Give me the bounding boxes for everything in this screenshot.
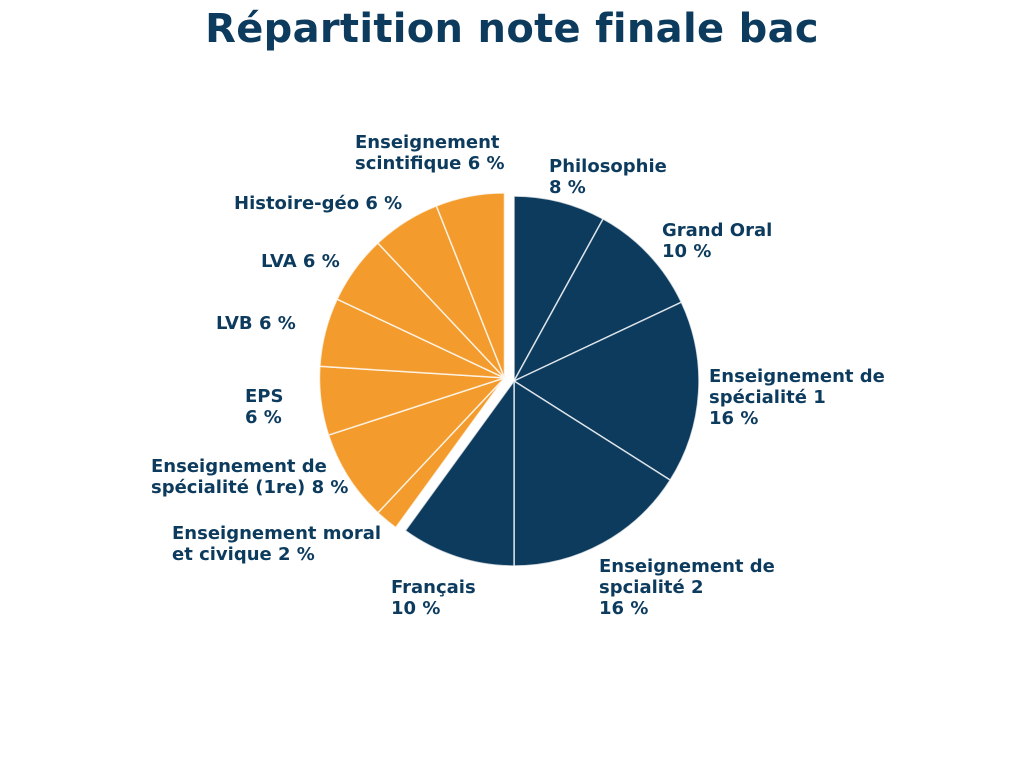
label-lvb: LVB 6 % [216, 313, 296, 334]
label-philosophie: Philosophie 8 % [549, 156, 667, 198]
label-eps: EPS 6 % [245, 386, 284, 428]
chart-title: Répartition note finale bac [205, 6, 819, 52]
label-histoire-geo: Histoire-géo 6 % [234, 193, 403, 214]
label-specialite-1re: Enseignement de spécialité (1re) 8 % [151, 456, 349, 498]
label-emc: Enseignement moral et civique 2 % [172, 523, 382, 565]
pie-slice-2 [512, 301, 700, 482]
label-enseignement-scientifique: Enseignement scintifique 6 % [355, 132, 505, 174]
label-specialite-1: Enseignement de spécialité 1 16 % [709, 366, 885, 429]
pie-slice-6 [327, 377, 506, 514]
pie-slice-1 [512, 217, 683, 383]
pie-slice-0 [513, 195, 605, 382]
label-lva: LVA 6 % [261, 251, 340, 272]
pie-slice-3 [513, 379, 672, 567]
label-specialite-2: Enseignement de spcialité 2 16 % [599, 556, 775, 619]
label-grand-oral: Grand Oral 10 % [662, 220, 773, 262]
label-francais: Français 10 % [391, 577, 476, 619]
pie-slice-11 [435, 192, 506, 379]
pie-slice-4 [404, 378, 515, 567]
